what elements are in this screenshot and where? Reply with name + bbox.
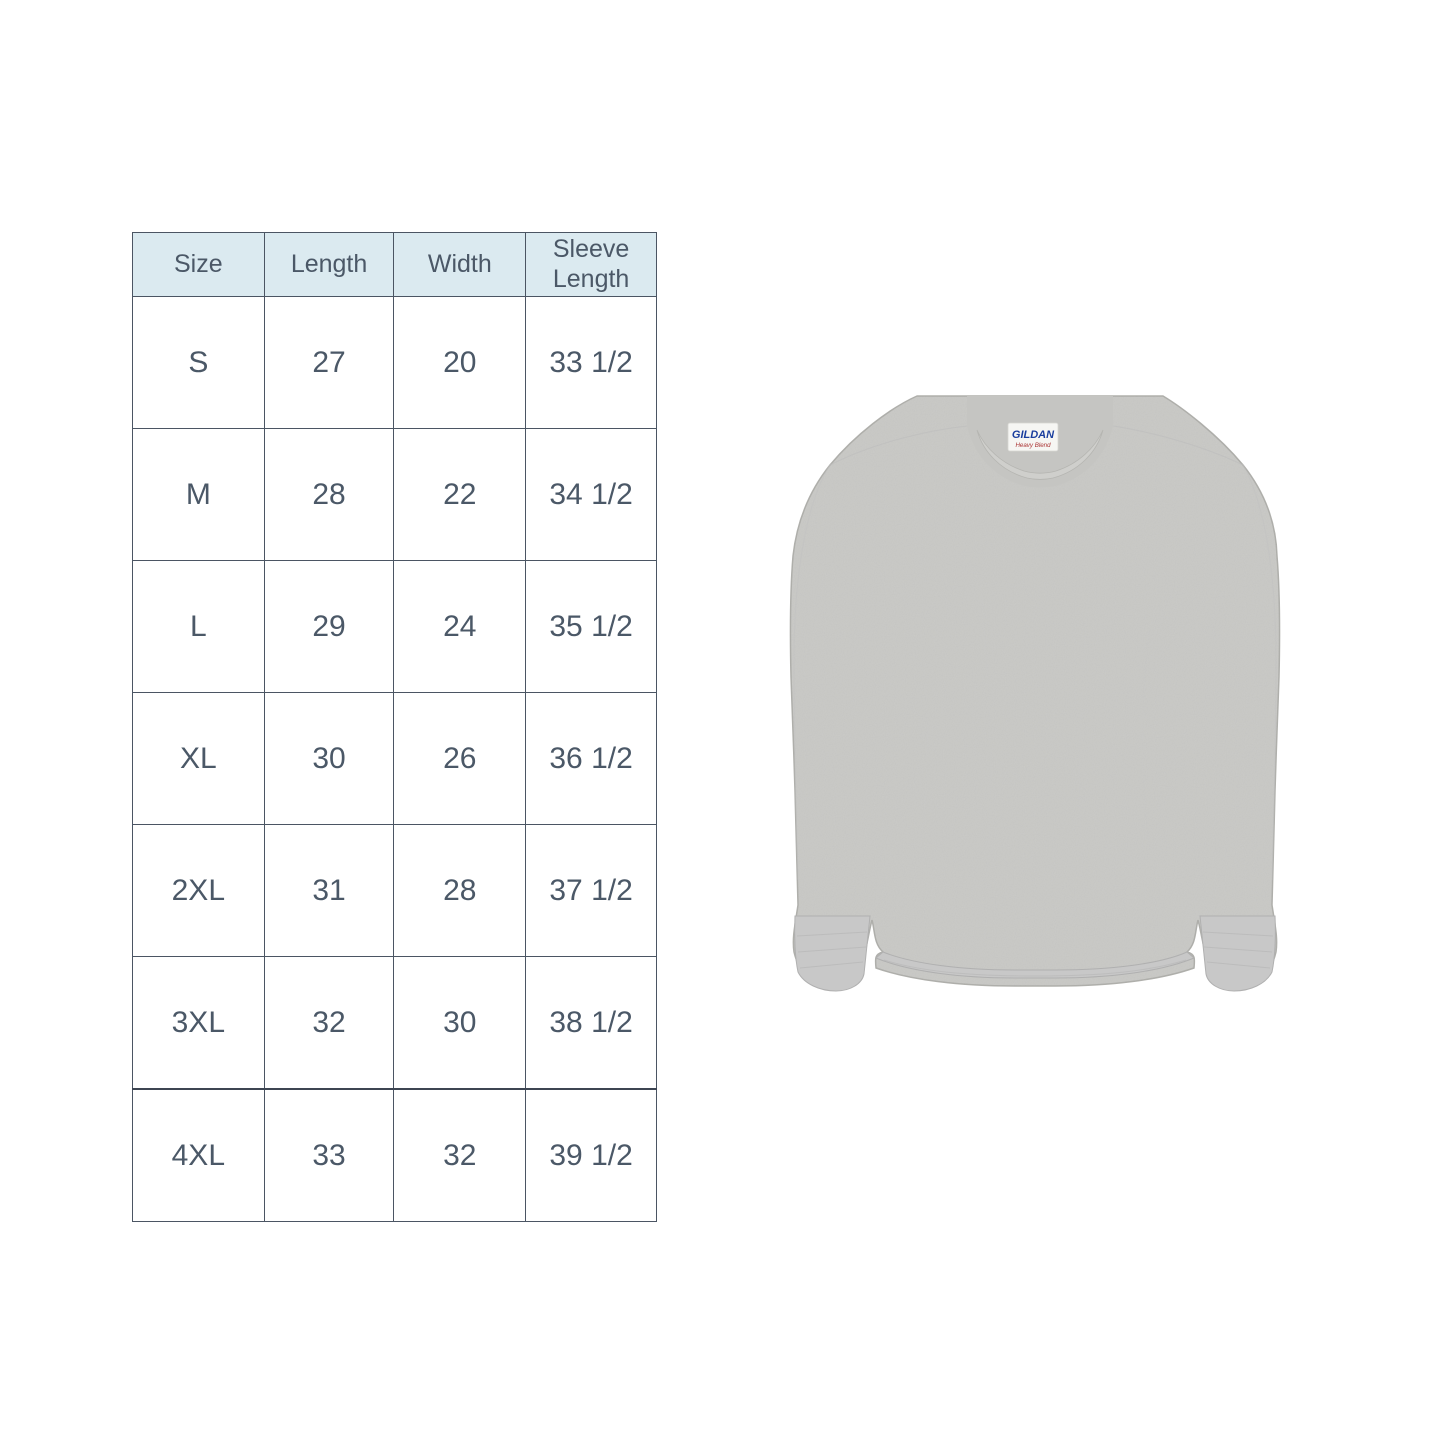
svg-text:GILDAN: GILDAN	[1012, 429, 1055, 441]
svg-text:Heavy Blend: Heavy Blend	[1015, 442, 1051, 449]
